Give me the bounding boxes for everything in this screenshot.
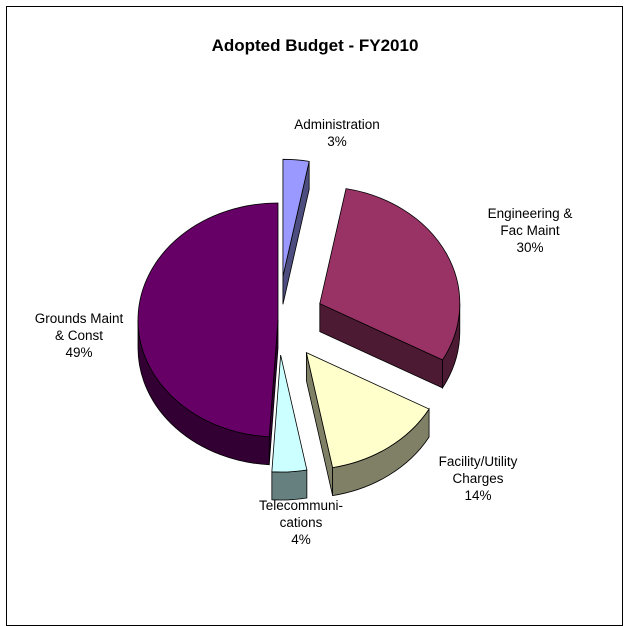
slice-label-text: cations [279,515,323,530]
pie-slice-engineering-fac-maint-top [319,188,461,361]
slice-label-text: Grounds Maint [34,311,124,326]
pie-slice-telecommuni-cations [271,354,308,501]
slice-label-administration: Administration 3% [294,116,380,150]
slice-percent-label: 3% [327,134,347,149]
chart-area [6,6,623,626]
pie-chart [137,158,461,501]
pie-slice-engineering-fac-maint [319,188,461,390]
slice-label-text: Charges [452,471,504,486]
pie-slice-telecommuni-cations-side [271,469,308,501]
slice-label-grounds-maint-const: Grounds Maint & Const 49% [35,310,124,361]
slice-label-text: Fac Maint [500,223,560,238]
pie-slice-telecommuni-cations-top [271,354,308,473]
pie-slice-facility-utility-charges-top [305,351,430,469]
pie-slice-administration [282,158,310,305]
slice-percent-label: 49% [65,345,93,360]
slice-label-text: Facility/Utility [438,454,518,469]
slice-label-text: Administration [294,117,380,132]
pie-slice-grounds-maint-const-top [137,202,279,438]
slice-label-text: Engineering & [487,206,573,221]
pie-slice-grounds-maint-const [137,202,279,466]
slice-percent-label: 30% [516,240,544,255]
slice-percent-label: 4% [291,532,311,547]
slice-label-engineering-fac-maint: Engineering & Fac Maint 30% [488,205,573,256]
slice-label-telecommuni-cations: Telecommuni-cations 4% [259,497,343,548]
pie-slice-administration-top [282,158,310,277]
slice-label-facility-utility-charges: Facility/Utility Charges 14% [439,453,518,504]
pie-slice-facility-utility-charges [305,351,430,497]
slice-label-text: & Const [54,328,104,343]
chart-title: Adopted Budget - FY2010 [211,36,419,55]
slice-label-text: Telecommuni- [258,498,344,513]
slice-percent-label: 14% [464,488,492,503]
